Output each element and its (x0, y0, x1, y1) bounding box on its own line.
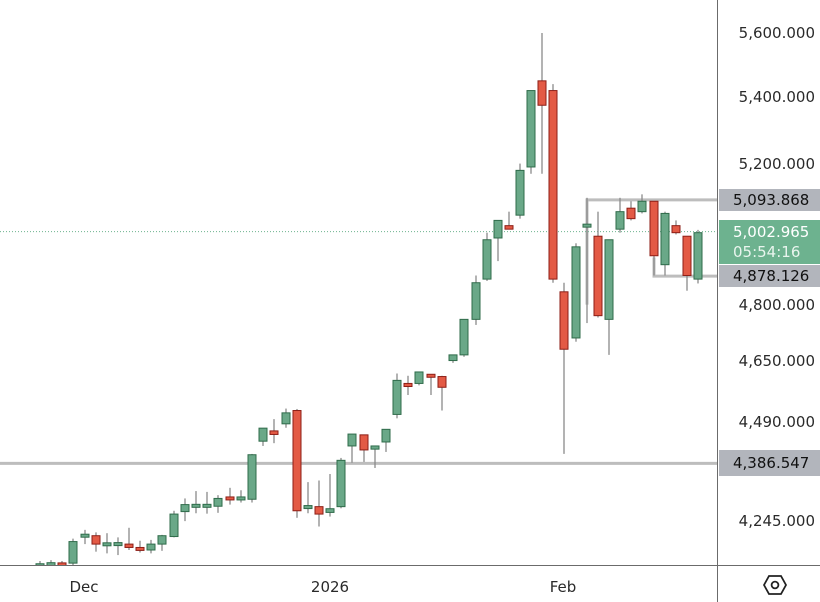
candle[interactable] (258, 427, 268, 446)
candle[interactable] (548, 84, 558, 283)
candle-countdown: 05:54:16 (733, 243, 801, 261)
candle[interactable] (649, 200, 659, 276)
last-price-value: 5,002.965 (733, 223, 810, 241)
candle[interactable] (403, 375, 413, 395)
candle[interactable] (191, 491, 201, 514)
candle[interactable] (35, 560, 45, 565)
candle[interactable] (604, 239, 614, 355)
horizontal-line-price-label: 4,386.547 (719, 450, 820, 477)
price-axis[interactable]: 5,600.000 5,400.000 5,200.000 4,800.000 4,65… (717, 0, 820, 565)
candle[interactable] (247, 453, 257, 503)
candle[interactable] (426, 373, 436, 395)
candlestick-plot[interactable] (0, 0, 717, 565)
candle[interactable] (693, 229, 703, 284)
candle[interactable] (559, 282, 569, 454)
time-tick-label: Feb (549, 578, 577, 596)
candle[interactable] (57, 560, 67, 565)
axis-corner (717, 565, 820, 602)
candle[interactable] (571, 243, 581, 342)
candle[interactable] (213, 495, 223, 513)
price-tick-label: 4,245.000 (738, 512, 815, 531)
candle[interactable] (146, 539, 156, 554)
candle[interactable] (615, 197, 625, 233)
candle[interactable] (359, 434, 369, 462)
price-tick-label: 5,400.000 (738, 88, 815, 107)
price-tick-label: 4,800.000 (738, 295, 815, 314)
price-tick-label: 4,490.000 (738, 413, 815, 432)
candle[interactable] (236, 490, 246, 503)
candle[interactable] (135, 540, 145, 553)
candle[interactable] (370, 445, 380, 468)
time-tick-label: 2026 (310, 578, 350, 596)
candle[interactable] (80, 529, 90, 545)
candle[interactable] (46, 560, 56, 565)
price-tick-label: 5,600.000 (738, 24, 815, 42)
candle[interactable] (102, 533, 112, 554)
time-tick-label: Dec (69, 578, 99, 596)
candle[interactable] (336, 457, 346, 509)
candle[interactable] (113, 537, 123, 556)
candle[interactable] (202, 491, 212, 514)
settings-icon[interactable] (763, 574, 787, 596)
candle[interactable] (482, 232, 492, 281)
candle[interactable] (682, 235, 692, 291)
candle[interactable] (292, 408, 302, 518)
candle[interactable] (347, 433, 357, 463)
candle[interactable] (459, 318, 469, 357)
candle[interactable] (526, 90, 536, 174)
candle[interactable] (180, 498, 190, 522)
candle[interactable] (660, 211, 670, 276)
candle[interactable] (281, 408, 291, 428)
candle[interactable] (437, 375, 447, 411)
price-tick-label: 4,650.000 (738, 351, 815, 370)
candle[interactable] (593, 211, 603, 318)
price-tick-label: 5,200.000 (738, 154, 815, 173)
candle[interactable] (537, 33, 547, 174)
candle[interactable] (582, 197, 592, 324)
last-price-label: 5,002.965 05:54:16 (719, 220, 820, 264)
candle[interactable] (124, 527, 134, 550)
candle[interactable] (314, 480, 324, 527)
candle[interactable] (515, 163, 525, 219)
candle[interactable] (504, 211, 514, 230)
candle[interactable] (68, 538, 78, 565)
candle[interactable] (493, 219, 503, 262)
candle[interactable] (448, 354, 458, 363)
candle[interactable] (91, 532, 101, 552)
candle[interactable] (225, 487, 235, 505)
candle[interactable] (637, 194, 647, 214)
range-low-price-label: 4,878.126 (719, 265, 820, 288)
candle[interactable] (325, 474, 335, 517)
candle[interactable] (303, 482, 313, 514)
candle[interactable] (169, 510, 179, 538)
candle[interactable] (269, 419, 279, 444)
candle[interactable] (626, 201, 636, 221)
candle[interactable] (414, 371, 424, 386)
candle[interactable] (157, 534, 167, 551)
candle[interactable] (381, 428, 391, 452)
candle[interactable] (392, 373, 402, 419)
range-high-price-label: 5,093.868 (719, 188, 820, 211)
candle[interactable] (471, 275, 481, 325)
candle[interactable] (671, 220, 681, 235)
time-axis[interactable]: Dec 2026 Feb (0, 565, 717, 602)
